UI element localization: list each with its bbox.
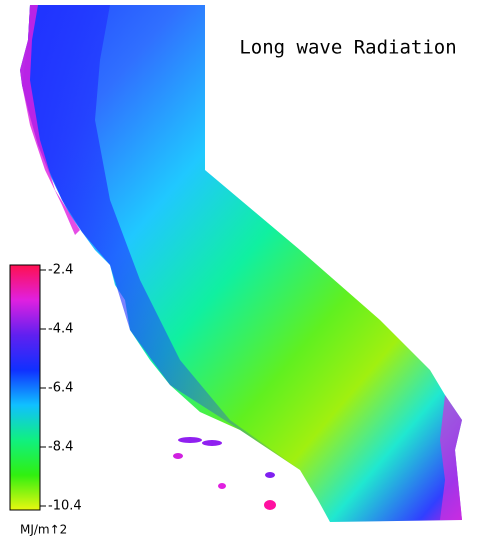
colorbar [9, 264, 41, 511]
island [265, 472, 275, 478]
california-map [20, 5, 462, 522]
colorbar-tick-label: -4.4 [48, 322, 73, 337]
colorbar-tick-label: -10.4 [48, 499, 82, 514]
island [202, 440, 222, 446]
island [264, 500, 276, 510]
state-shape [20, 5, 462, 522]
map-title: Long wave Radiation [239, 37, 456, 59]
coast-shade [22, 5, 330, 522]
island [173, 453, 183, 459]
colorbar-tick-label: -2.4 [48, 263, 73, 278]
south-edge [440, 395, 462, 520]
coast-edge [20, 5, 80, 235]
colorbar-tick-label: -8.4 [48, 440, 73, 455]
island [218, 483, 226, 489]
island [178, 437, 202, 443]
colorbar-tick-label: -6.4 [48, 381, 73, 396]
colorbar-unit: MJ/m↑2 [20, 523, 67, 537]
